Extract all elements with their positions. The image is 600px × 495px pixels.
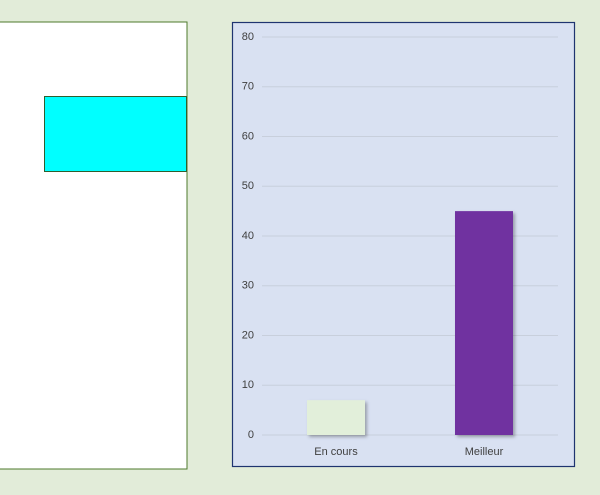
x-tick-label: Meilleur (465, 446, 504, 458)
y-tick-label: 40 (242, 230, 254, 242)
y-tick-label: 30 (242, 280, 254, 292)
x-tick-label: En cours (314, 446, 358, 458)
y-tick-label: 20 (242, 329, 254, 341)
chart-panel[interactable] (231, 21, 576, 468)
y-tick-label: 70 (242, 81, 254, 93)
y-tick-label: 50 (242, 180, 254, 192)
bar (307, 400, 365, 435)
left-panel (0, 21, 188, 470)
y-tick-label: 80 (242, 31, 254, 43)
y-tick-label: 0 (248, 429, 254, 441)
bar (455, 211, 513, 435)
y-tick-label: 10 (242, 379, 254, 391)
chart: 0 10 20 30 40 50 60 70 80 En cours Meilleur (242, 31, 558, 458)
cyan-shape[interactable] (44, 96, 187, 172)
y-tick-label: 60 (242, 130, 254, 142)
